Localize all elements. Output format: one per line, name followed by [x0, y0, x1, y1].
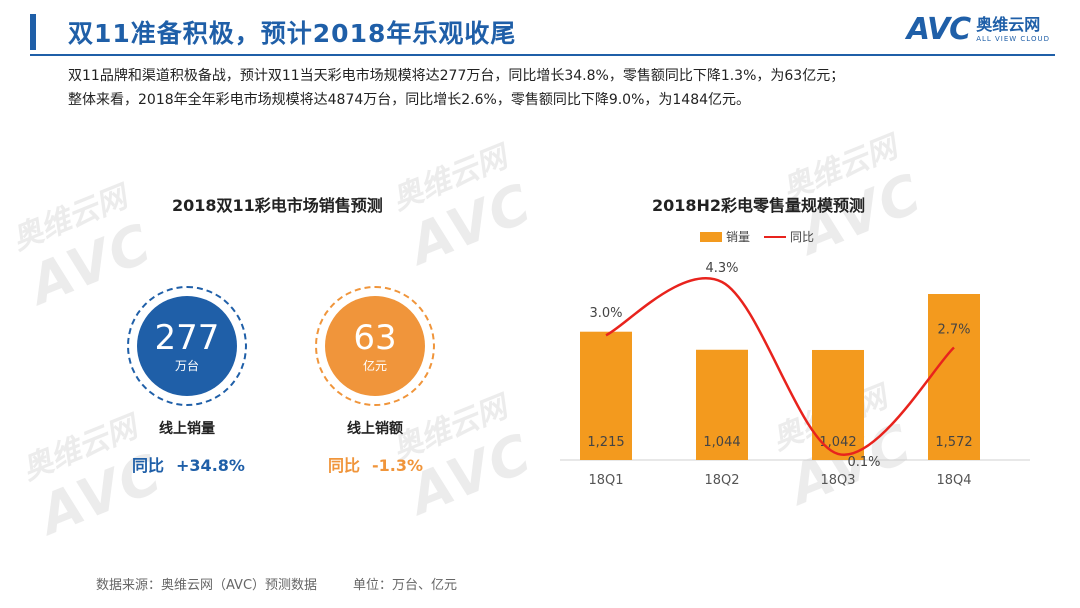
yoy-value-label: 2.7% — [937, 322, 970, 337]
revenue-label: 线上销额 — [347, 421, 403, 437]
watermark: 奥维云网 AVC — [385, 130, 542, 277]
bar-18Q4 — [928, 294, 980, 460]
retail-volume-chart: 销量 同比 1,215 18Q1 1,044 18Q2 1,042 18Q3 1,572 18Q4… — [560, 230, 1030, 488]
volume-value: 277 — [154, 317, 220, 358]
volume-disc: 277 万台 — [137, 296, 237, 396]
logo-mark: AVC — [906, 12, 971, 47]
x-tick-label: 18Q2 — [704, 473, 739, 488]
volume-label: 线上销量 — [159, 421, 215, 437]
bar-18Q1 — [580, 331, 632, 460]
watermark-mark: AVC — [21, 211, 162, 317]
revenue-value: 63 — [353, 317, 397, 358]
legend-label-yoy: 同比 — [790, 230, 814, 244]
summary-line-1: 双11品牌和渠道积极备战，预计双11当天彩电市场规模将达277万台，同比增长34… — [68, 68, 845, 84]
avc-logo: AVC 奥维云网 ALL VIEW CLOUD — [907, 12, 1050, 47]
left-panel-title: 2018双11彩电市场销售预测 — [172, 196, 383, 215]
summary-text: 双11品牌和渠道积极备战，预计双11当天彩电市场规模将达277万台，同比增长34… — [68, 64, 1028, 112]
bar-value-label: 1,044 — [703, 435, 740, 450]
yoy-value-label: 3.0% — [589, 306, 622, 321]
unit-note: 单位：万台、亿元 — [353, 578, 458, 593]
revenue-yoy: 同比 -1.3% — [328, 452, 435, 476]
chart-title: 2018H2彩电零售量规模预测 — [652, 196, 866, 215]
title-divider — [30, 54, 1055, 56]
page-title: 双11准备积极，预计2018年乐观收尾 — [68, 19, 517, 48]
revenue-unit: 亿元 — [362, 358, 387, 373]
footer: 数据来源：奥维云网（AVC）预测数据 单位：万台、亿元 — [96, 574, 493, 593]
bar-value-label: 1,215 — [587, 435, 624, 450]
legend-label-volume: 销量 — [726, 230, 750, 244]
revenue-yoy-value: -1.3% — [372, 456, 424, 475]
summary-line-2: 整体来看，2018年全年彩电市场规模将达4874万台，同比增长2.6%，零售额同… — [68, 92, 751, 108]
volume-yoy: 同比 +34.8% — [132, 452, 257, 476]
watermark-cn: 奥维云网 — [17, 409, 142, 488]
volume-yoy-label: 同比 — [132, 456, 165, 475]
volume-unit: 万台 — [174, 358, 199, 373]
yoy-value-label: 4.3% — [705, 261, 738, 276]
x-tick-label: 18Q1 — [588, 473, 623, 488]
revenue-ring — [315, 286, 435, 406]
watermark: 奥维云网 AVC — [5, 170, 162, 317]
bar-value-label: 1,042 — [819, 435, 856, 450]
revenue-disc: 63 亿元 — [325, 296, 425, 396]
x-tick-label: 18Q4 — [936, 473, 971, 488]
data-source: 数据来源：奥维云网（AVC）预测数据 — [96, 578, 318, 593]
volume-yoy-value: +34.8% — [176, 456, 245, 475]
watermark-cn: 奥维云网 — [387, 139, 512, 218]
watermark-cn: 奥维云网 — [7, 179, 132, 258]
title-accent-bar — [30, 14, 36, 50]
logo-text: 奥维云网 ALL VIEW CLOUD — [976, 14, 1050, 44]
legend-swatch-volume — [700, 232, 722, 242]
bar-value-label: 1,572 — [935, 435, 972, 450]
revenue-yoy-label: 同比 — [328, 456, 361, 475]
watermark-mark: AVC — [401, 171, 542, 277]
yoy-value-label: 0.1% — [847, 455, 880, 470]
bar-18Q2 — [696, 349, 748, 460]
x-tick-label: 18Q3 — [820, 473, 855, 488]
yoy-line — [605, 277, 955, 456]
logo-en: ALL VIEW CLOUD — [976, 34, 1050, 43]
volume-ring — [127, 286, 247, 406]
logo-cn: 奥维云网 — [976, 14, 1041, 34]
